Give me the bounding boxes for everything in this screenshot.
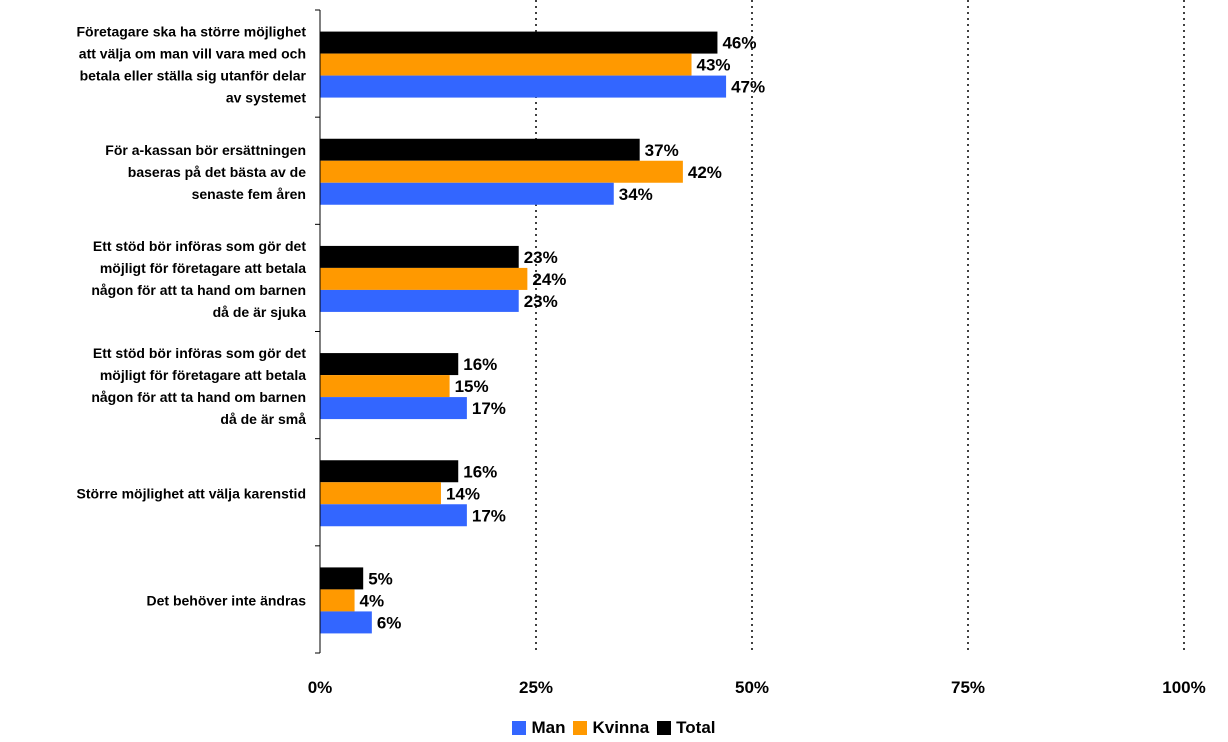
category-label-line: Ett stöd bör införas som gör det bbox=[93, 238, 306, 254]
bar-total-3 bbox=[320, 353, 459, 376]
category-label-3: Ett stöd bör införas som gör det möjligt … bbox=[91, 345, 306, 427]
bar-kvinna-0 bbox=[320, 53, 692, 76]
bar-man-2 bbox=[320, 289, 519, 312]
value-label-kvinna-4: 14% bbox=[446, 484, 480, 503]
category-label-line: Företagare ska ha större möjlighet bbox=[76, 24, 306, 40]
bar-kvinna-2 bbox=[320, 267, 528, 290]
value-label-kvinna-1: 42% bbox=[688, 163, 722, 182]
bar-man-3 bbox=[320, 397, 467, 420]
x-tick-label-50: 50% bbox=[735, 678, 769, 697]
bar-total-2 bbox=[320, 245, 519, 268]
value-label-kvinna-3: 15% bbox=[455, 377, 489, 396]
bar-total-0 bbox=[320, 31, 718, 54]
bar-kvinna-5 bbox=[320, 589, 355, 612]
value-label-total-4: 16% bbox=[463, 462, 497, 481]
x-tick-label-100: 100% bbox=[1162, 678, 1205, 697]
legend-item-kvinna: Kvinna bbox=[573, 718, 649, 738]
bar-total-4 bbox=[320, 460, 459, 483]
legend: Man Kvinna Total bbox=[0, 718, 1228, 740]
bar-man-1 bbox=[320, 182, 614, 205]
value-label-total-1: 37% bbox=[645, 141, 679, 160]
legend-label: Total bbox=[676, 718, 716, 737]
bar-kvinna-4 bbox=[320, 482, 441, 505]
bar-man-4 bbox=[320, 504, 467, 527]
value-label-total-2: 23% bbox=[524, 248, 558, 267]
bars bbox=[320, 31, 727, 634]
category-label-line: möjligt för företagare att betala bbox=[100, 367, 306, 383]
value-label-man-4: 17% bbox=[472, 506, 506, 525]
value-label-man-1: 34% bbox=[619, 185, 653, 204]
category-label-line: Det behöver inte ändras bbox=[147, 592, 307, 608]
value-label-total-5: 5% bbox=[368, 569, 393, 588]
category-label-line: senaste fem åren bbox=[192, 186, 306, 202]
value-label-man-5: 6% bbox=[377, 613, 402, 632]
bar-total-1 bbox=[320, 138, 640, 161]
legend-item-total: Total bbox=[657, 718, 716, 738]
category-label-line: betala eller ställa sig utanför delar bbox=[80, 68, 307, 84]
value-label-man-2: 23% bbox=[524, 292, 558, 311]
x-tick-label-25: 25% bbox=[519, 678, 553, 697]
value-label-kvinna-2: 24% bbox=[532, 270, 566, 289]
value-label-kvinna-0: 43% bbox=[697, 56, 731, 75]
category-label-line: att välja om man vill vara med och bbox=[79, 46, 306, 62]
legend-swatch bbox=[573, 721, 588, 735]
bar-man-0 bbox=[320, 75, 727, 98]
category-label-0: Företagare ska ha större möjlighet att vä… bbox=[76, 24, 306, 106]
legend-label: Kvinna bbox=[592, 718, 650, 737]
category-label-line: någon för att ta hand om barnen bbox=[91, 282, 306, 298]
category-label-line: Ett stöd bör införas som gör det bbox=[93, 345, 306, 361]
category-label-5: Det behöver inte ändras bbox=[147, 592, 307, 608]
category-label-line: då de är sjuka bbox=[213, 304, 307, 320]
value-label-man-3: 17% bbox=[472, 399, 506, 418]
legend-label: Man bbox=[531, 718, 566, 737]
value-label-man-0: 47% bbox=[731, 78, 765, 97]
x-tick-label-75: 75% bbox=[951, 678, 985, 697]
bar-total-5 bbox=[320, 567, 364, 590]
gridlines bbox=[535, 0, 1185, 653]
bar-kvinna-1 bbox=[320, 160, 683, 183]
category-label-line: För a-kassan bör ersättningen bbox=[105, 142, 306, 158]
labels: 46% 43%47% Företagare ska ha större möjlig… bbox=[76, 24, 1205, 697]
category-label-1: För a-kassan bör ersättningen baseras på … bbox=[105, 142, 306, 202]
legend-swatch bbox=[512, 721, 527, 735]
legend-item-man: Man bbox=[512, 718, 565, 738]
value-label-total-0: 46% bbox=[722, 34, 756, 53]
category-label-2: Ett stöd bör införas som gör det möjligt … bbox=[91, 238, 306, 320]
category-label-line: Större möjlighet att välja karenstid bbox=[76, 485, 306, 501]
value-label-total-3: 16% bbox=[463, 355, 497, 374]
category-label-line: då de är små bbox=[220, 411, 306, 427]
category-label-line: av systemet bbox=[226, 90, 307, 106]
category-label-4: Större möjlighet att välja karenstid bbox=[76, 485, 306, 501]
category-label-line: baseras på det bästa av de bbox=[128, 164, 306, 180]
bar-kvinna-3 bbox=[320, 375, 450, 398]
axes bbox=[315, 9, 321, 654]
category-label-line: någon för att ta hand om barnen bbox=[91, 389, 306, 405]
x-tick-label-0: 0% bbox=[308, 678, 333, 697]
bar-man-5 bbox=[320, 611, 372, 634]
legend-swatch bbox=[657, 721, 672, 735]
category-label-line: möjligt för företagare att betala bbox=[100, 260, 306, 276]
value-label-kvinna-5: 4% bbox=[360, 591, 385, 610]
